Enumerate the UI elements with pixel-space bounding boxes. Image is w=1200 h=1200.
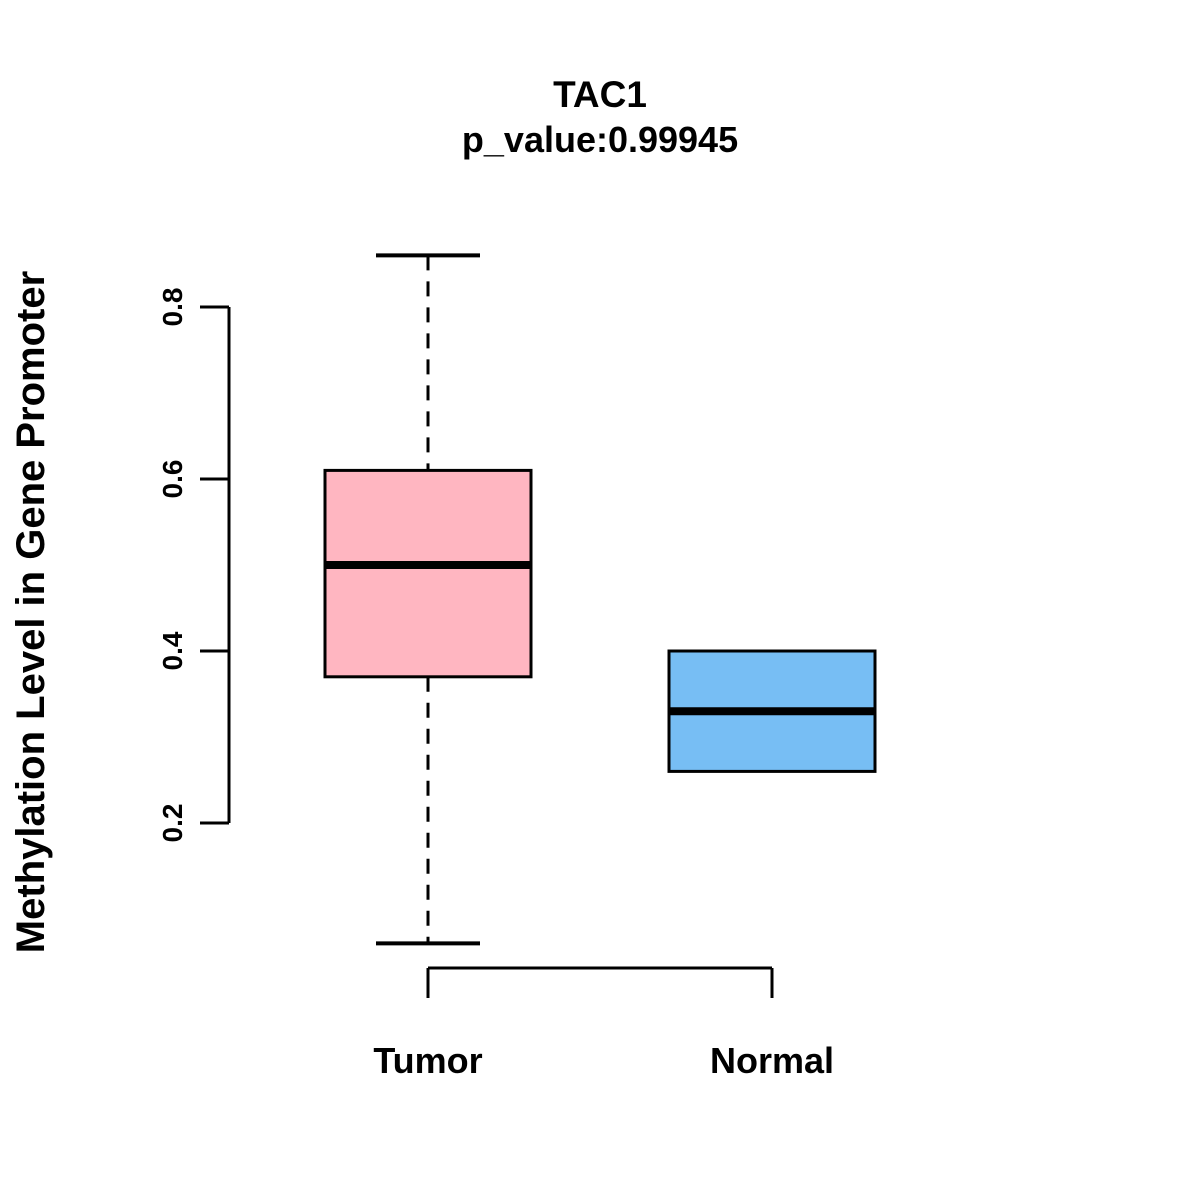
y-axis-tick-label: 0.2 — [157, 804, 188, 843]
y-axis-tick-label: 0.8 — [157, 288, 188, 327]
x-category-label-tumor: Tumor — [373, 1040, 482, 1081]
chart-title: TAC1 — [553, 74, 647, 115]
y-axis-tick-label: 0.6 — [157, 460, 188, 499]
y-axis-label: Methylation Level in Gene Promoter — [9, 271, 53, 953]
x-category-label-normal: Normal — [710, 1040, 834, 1081]
chart-subtitle: p_value:0.99945 — [462, 119, 738, 160]
y-axis-tick-label: 0.4 — [157, 631, 188, 670]
plot-area: 0.2 0.4 0.6 0.8 — [157, 253, 877, 998]
box-tumor — [323, 468, 533, 679]
